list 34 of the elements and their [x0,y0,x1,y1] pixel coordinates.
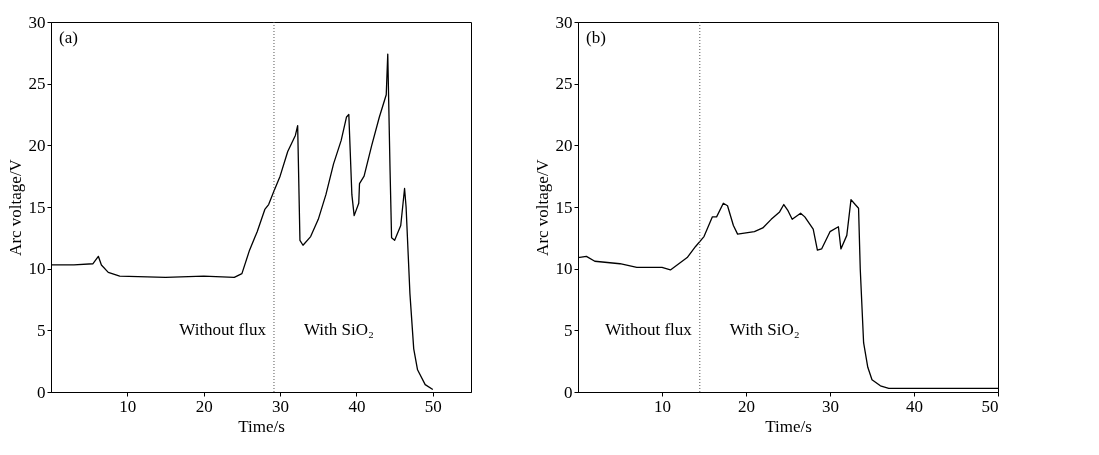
y-tick-label: 30 [555,12,573,32]
y-axis-title: Arc voltage/V [5,158,25,256]
annotation: With SiO₂ [729,320,800,340]
y-tick-label: 0 [564,382,573,402]
x-tick-label: 40 [906,396,923,416]
x-axis-title: Time/s [765,416,812,436]
x-tick-label: 30 [272,396,290,416]
x-tick-label: 50 [981,396,999,416]
annotation: (a) [59,28,78,47]
y-axis-title: Arc voltage/V [532,158,552,256]
x-tick-label: 20 [195,396,213,416]
x-tick-label: 20 [738,396,755,416]
y-tick-label: 25 [555,74,573,94]
annotation: Without flux [179,320,267,340]
x-tick-label: 50 [424,396,442,416]
y-tick-label: 20 [555,135,573,155]
y-tick-label: 5 [564,320,573,340]
y-tick-label: 15 [555,197,573,217]
x-axis-title: Time/s [238,416,285,436]
annotation: (b) [586,28,606,47]
y-tick-label: 15 [28,197,46,217]
x-tick-label: 30 [822,396,839,416]
y-tick-label: 30 [28,12,46,32]
y-tick-label: 25 [28,74,46,94]
y-tick-label: 20 [28,135,46,155]
x-tick-label: 40 [348,396,366,416]
x-tick-label: 10 [654,396,671,416]
annotation: With SiO₂ [303,320,374,340]
y-tick-label: 0 [37,382,46,402]
y-tick-label: 10 [555,259,573,279]
y-tick-label: 10 [28,259,46,279]
y-tick-label: 5 [37,320,46,340]
annotation: Without flux [605,320,693,340]
x-tick-label: 10 [119,396,137,416]
